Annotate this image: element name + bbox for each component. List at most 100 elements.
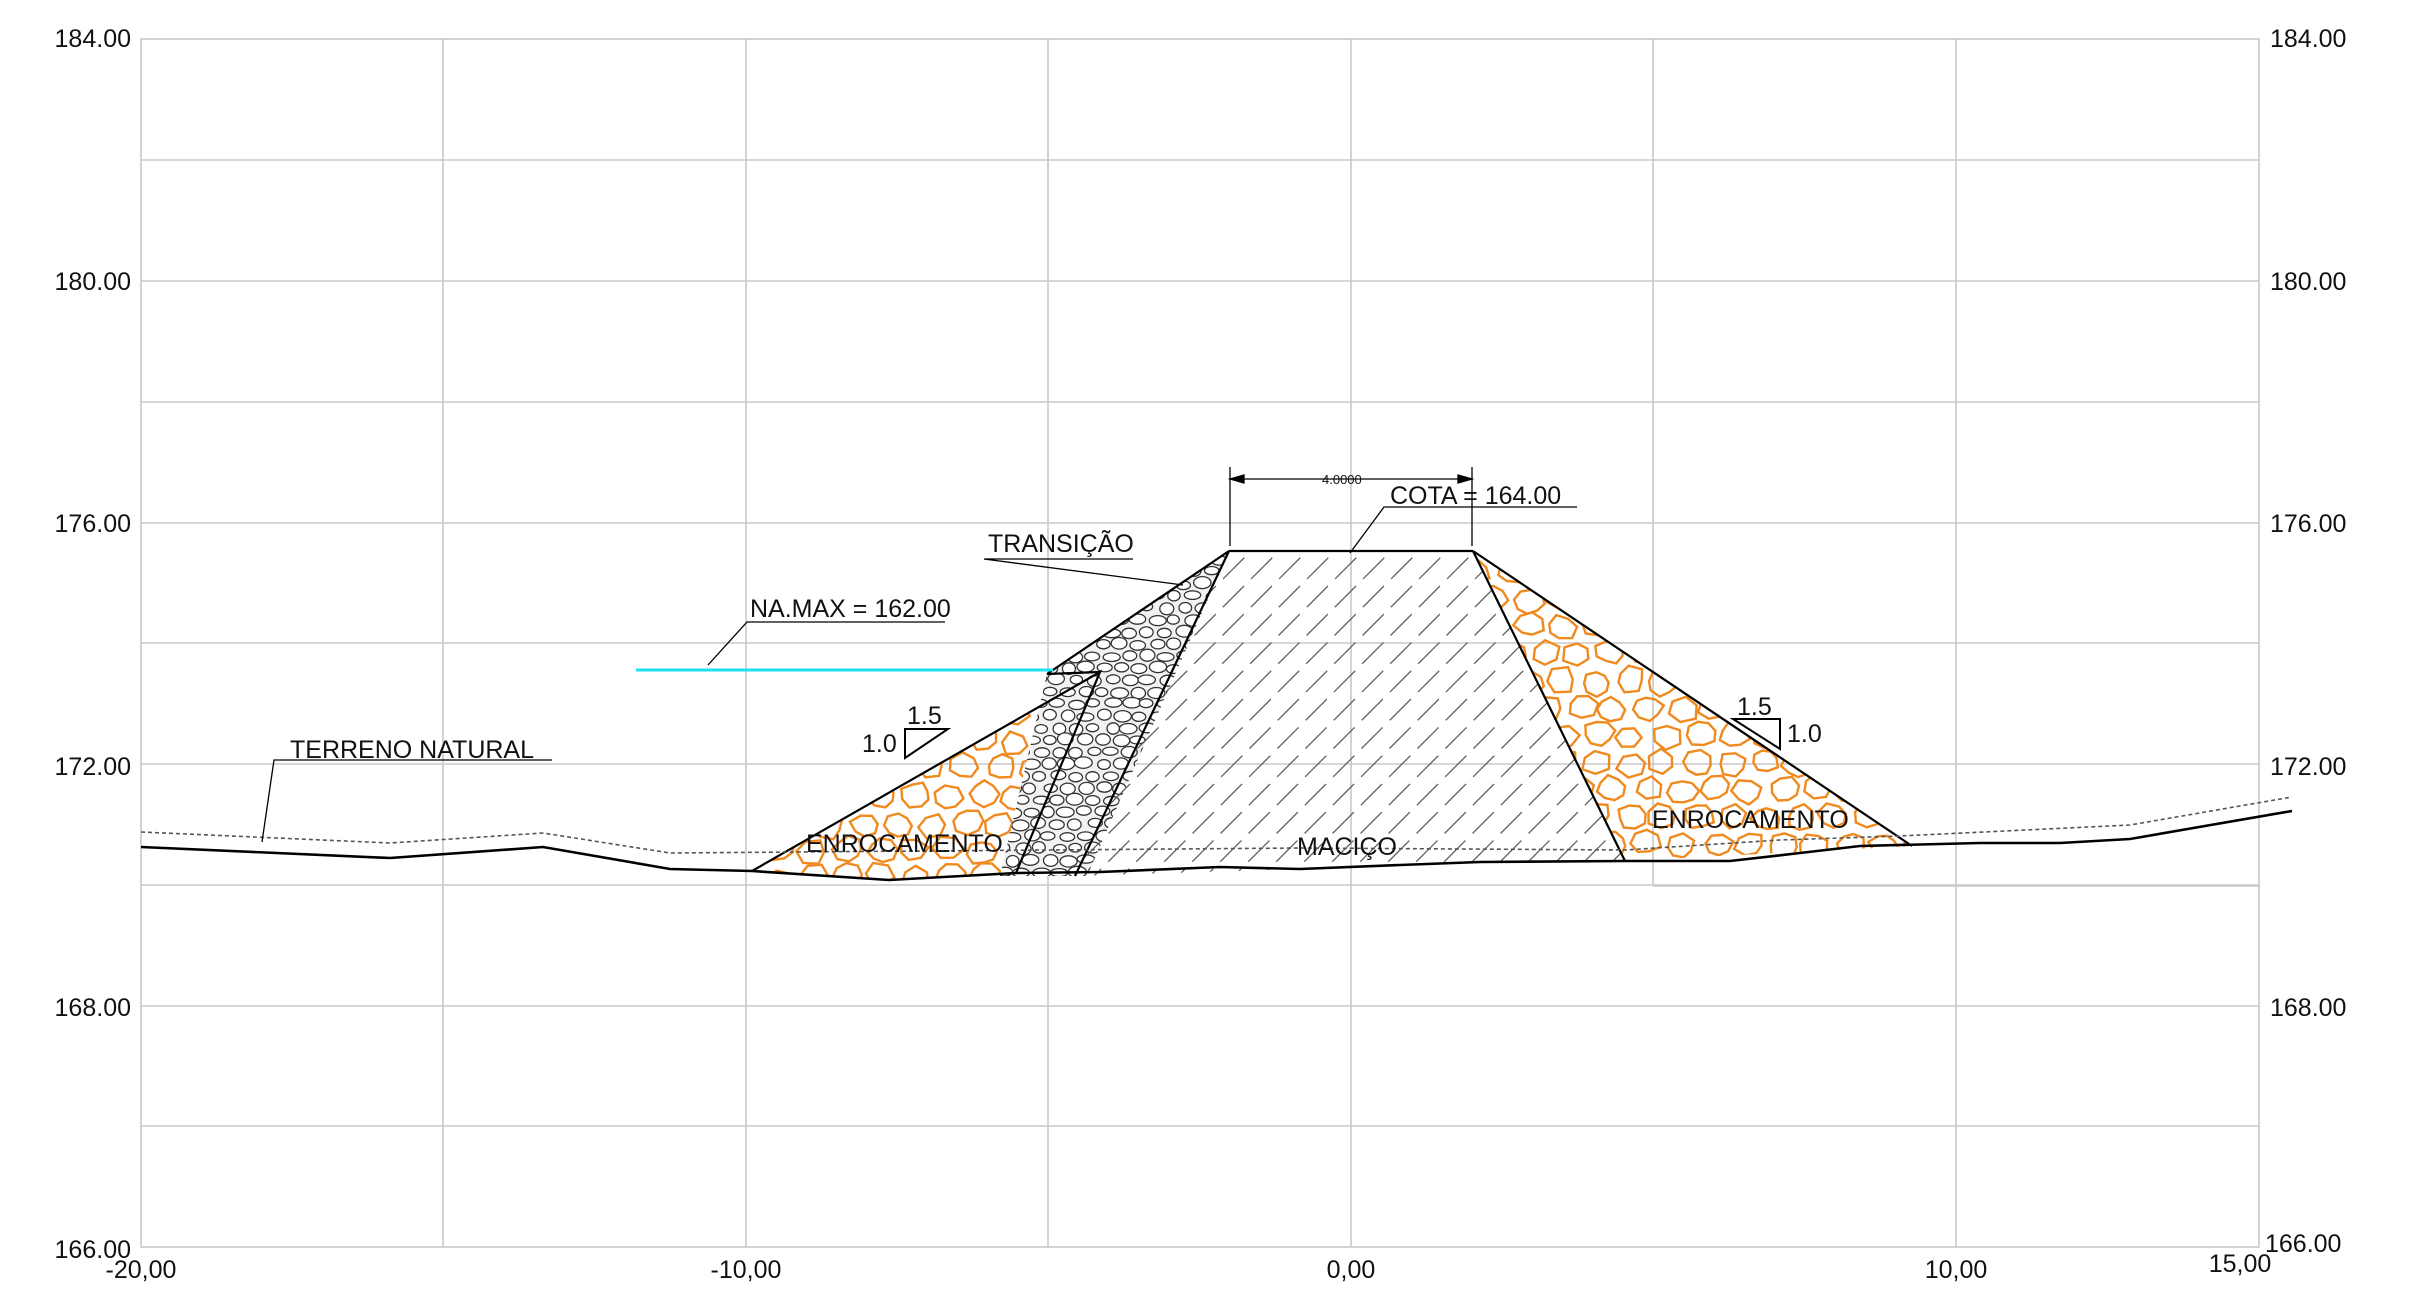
slope-right-h-label: 1.5 — [1737, 693, 1772, 721]
gravel-shape — [1047, 626, 1066, 640]
gravel-shape — [1015, 672, 1032, 685]
gravel-shape — [1213, 648, 1227, 662]
slope-left-v-label: 1.0 — [862, 730, 897, 758]
gravel-shape — [1106, 722, 1121, 735]
gravel-shape — [1196, 553, 1212, 565]
rock-shape — [831, 861, 864, 880]
rock-shape — [916, 677, 949, 705]
enrocamento-left-label: ENROCAMENTO — [806, 830, 1003, 858]
gravel-shape — [1096, 781, 1113, 793]
rock-shape — [1788, 584, 1818, 613]
gravel-shape — [1000, 615, 1004, 626]
rock-shape — [1581, 749, 1611, 776]
gravel-shape — [1150, 853, 1165, 867]
gravel-shape — [1191, 723, 1211, 734]
slope-right-v-label: 1.0 — [1787, 720, 1822, 748]
rock-shape — [1719, 752, 1747, 778]
gravel-shape — [1014, 649, 1033, 661]
gravel-shape — [1156, 652, 1175, 662]
rock-shape — [1696, 694, 1726, 720]
gravel-shape — [1219, 614, 1229, 625]
rock-shape — [1849, 587, 1884, 617]
rock-shape — [1907, 558, 1912, 586]
gravel-shape — [1000, 589, 1005, 601]
rock-shape — [764, 779, 794, 809]
rock-shape — [866, 837, 899, 864]
rock-shape — [1873, 642, 1901, 667]
rock-shape — [1800, 642, 1833, 669]
hatch-line — [1107, 551, 1469, 876]
rock-shape — [938, 703, 966, 728]
x-tick-label: -20,00 — [106, 1256, 177, 1284]
rock-shape — [864, 861, 896, 880]
gravel-shape — [1232, 602, 1247, 613]
rock-shape — [1815, 614, 1848, 638]
rock-shape — [965, 841, 999, 865]
y-axis-left: 184.00 180.00 176.00 172.00 168.00 166.0… — [55, 25, 131, 1264]
rock-shape — [1647, 802, 1676, 830]
gravel-shape — [1096, 758, 1112, 771]
gravel-shape — [1204, 616, 1222, 627]
rock-shape — [1870, 780, 1902, 806]
gravel-shape — [1232, 652, 1245, 663]
gravel-shape — [1059, 855, 1078, 868]
gravel-shape — [1058, 590, 1073, 603]
gravel-shape — [1042, 708, 1057, 721]
gravel-shape — [1232, 746, 1246, 756]
gravel-shape — [1024, 565, 1039, 577]
gravel-shape — [1183, 686, 1200, 696]
rock-shape — [899, 838, 931, 862]
gravel-shape — [1095, 614, 1110, 626]
gravel-shape — [1005, 565, 1024, 576]
gravel-shape — [1041, 757, 1057, 770]
slope-left-h-label: 1.5 — [907, 702, 942, 730]
gravel-shape — [1065, 792, 1084, 806]
gravel-shape — [1140, 553, 1156, 565]
rock-shape — [1665, 780, 1701, 804]
rock-shape — [1473, 805, 1478, 835]
gravel-shape — [1068, 771, 1084, 783]
gravel-shape — [1000, 698, 1013, 708]
rock-shape — [870, 646, 896, 669]
gravel-shape — [1003, 614, 1021, 627]
rock-shape — [800, 698, 832, 728]
gravel-shape — [1102, 652, 1121, 663]
rock-shape — [798, 863, 830, 880]
rock-shape — [1473, 666, 1476, 697]
rock-shape — [1635, 774, 1663, 800]
rock-shape — [1582, 670, 1610, 699]
rock-shape — [1905, 693, 1912, 718]
rock-shape — [1713, 663, 1746, 691]
zone-outlines — [751, 549, 1913, 877]
gravel-shape — [1174, 794, 1191, 806]
gravel-shape — [1205, 855, 1219, 868]
slope-indicator-right — [1729, 718, 1781, 751]
hatch-line — [1075, 551, 1357, 876]
gravel-shape — [1214, 867, 1229, 876]
gravel-shape — [1148, 660, 1168, 674]
rock-shape — [1617, 804, 1647, 830]
rock-shape — [1816, 724, 1849, 751]
gravel-shape — [1221, 828, 1229, 842]
rock-shape — [1496, 778, 1527, 805]
gravel-shape — [1201, 687, 1217, 699]
gravel-shape — [1065, 603, 1084, 615]
rock-shape — [1628, 828, 1663, 854]
hatch-line — [1135, 551, 1497, 876]
gravel-shape — [1182, 663, 1200, 676]
gravel-shape — [1020, 638, 1040, 651]
gravel-shape — [1121, 627, 1138, 640]
gravel-shape — [1213, 722, 1229, 733]
gravel-shape — [1078, 781, 1095, 796]
rock-shape — [1730, 642, 1760, 667]
gravel-shape — [1033, 747, 1051, 759]
gravel-shape — [1046, 579, 1066, 591]
rock-shape — [1684, 616, 1715, 639]
gravel-shape — [1141, 840, 1158, 854]
rock-shape — [1813, 664, 1849, 690]
rock-shape — [1473, 774, 1492, 803]
gravel-shape — [1178, 552, 1193, 566]
gravel-shape — [1005, 639, 1024, 651]
gravel-shape — [1015, 624, 1030, 637]
gravel-shape — [1193, 867, 1209, 876]
